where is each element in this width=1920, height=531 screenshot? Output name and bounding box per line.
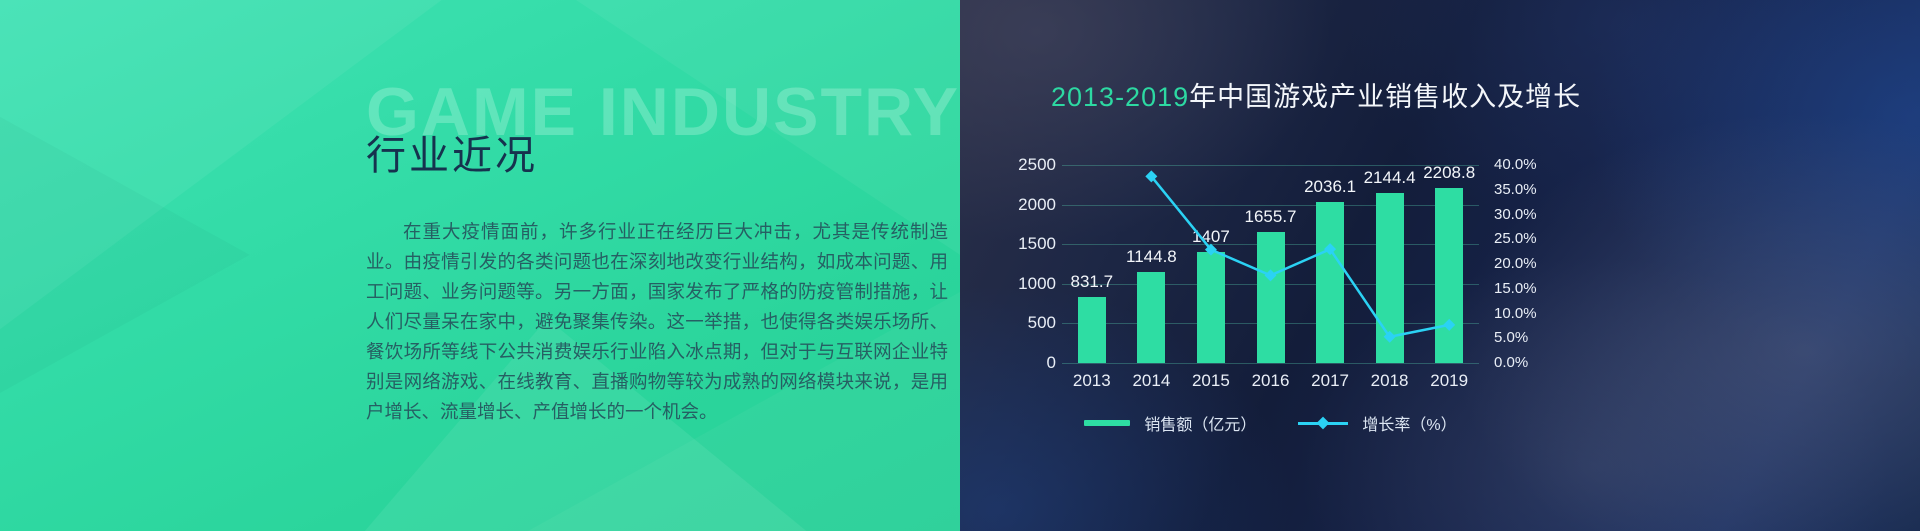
y-axis-tick-label-right: 5.0% xyxy=(1494,329,1529,347)
chart-title: 2013-2019年中国游戏产业销售收入及增长 xyxy=(1051,81,1581,113)
bar xyxy=(1316,201,1345,363)
gridline xyxy=(1062,204,1479,206)
left-panel: GAME INDUSTRY 行业近况 在重大疫情面前，许多行业正在经历巨大冲击，… xyxy=(0,0,960,531)
growth-point-marker xyxy=(1145,170,1158,183)
paragraph-line: 户增长、流量增长、产值增长的一个机会。 xyxy=(366,401,718,422)
bar-value-label: 831.7 xyxy=(1070,272,1114,292)
y-axis-tick-label-right: 40.0% xyxy=(1494,156,1537,173)
y-axis-tick-label-left: 1500 xyxy=(1018,234,1056,254)
y-axis-tick-label-right: 10.0% xyxy=(1494,304,1537,322)
watermark-text: GAME INDUSTRY xyxy=(366,74,960,150)
paragraph-line: 别是网络游戏、在线教育、直播购物等较为成熟的网络模块来说，是用 xyxy=(366,371,948,392)
bar-value-label: 1144.8 xyxy=(1126,247,1177,267)
legend-item-growth: 增长率（%） xyxy=(1298,411,1457,435)
y-axis-tick-label-left: 500 xyxy=(1027,313,1056,333)
y-axis-tick-label-left: 0 xyxy=(1046,353,1056,372)
body-paragraph: 在重大疫情面前，许多行业正在经历巨大冲击，尤其是传统制造业。由疫情引发的各类问题… xyxy=(366,217,948,427)
legend-label: 增长率（%） xyxy=(1362,417,1457,434)
bar xyxy=(1196,251,1225,363)
paragraph-line: 在重大疫情面前，许多行业正在经历巨大冲击，尤其是传统制造 xyxy=(403,221,948,242)
diamond-marker-icon xyxy=(1317,416,1330,430)
bar xyxy=(1435,188,1464,363)
right-panel: 2013-2019年中国游戏产业销售收入及增长 0 500 1000 1500 2000… xyxy=(960,0,1920,531)
x-axis-label: 2013 xyxy=(1072,371,1111,390)
x-axis-label: 2017 xyxy=(1311,371,1349,390)
bar-value-label: 1655.7 xyxy=(1244,206,1297,226)
x-axis-label: 2014 xyxy=(1132,371,1171,390)
y-axis-tick-label-right: 0.0% xyxy=(1494,354,1529,371)
x-axis-label: 2019 xyxy=(1430,371,1469,390)
gridline xyxy=(1062,165,1479,166)
paragraph-line: 业。由疫情引发的各类问题也在深刻地改变行业结构，如成本问题、用 xyxy=(366,251,948,272)
paragraph-line: 工问题、业务问题等。另一方面，国家发布了严格的防疫管制措施，让 xyxy=(366,281,948,302)
bar-legend-swatch-icon xyxy=(1084,420,1131,426)
y-axis-tick-label-right: 15.0% xyxy=(1494,279,1537,297)
chart-plot-area: 0 500 1000 1500 2000 2500 0.0% 5.0% 10.0% 15.0% 20… xyxy=(960,0,1920,531)
bar xyxy=(1137,272,1166,363)
y-axis-tick-label-right: 25.0% xyxy=(1494,230,1537,248)
x-axis-label: 2018 xyxy=(1370,371,1409,390)
y-axis-tick-label-left: 1000 xyxy=(1018,273,1056,293)
x-axis-label: 2016 xyxy=(1251,371,1290,390)
chart-title-rest: 年中国游戏产业销售收入及增长 xyxy=(1189,82,1582,112)
y-axis-tick-label-right: 20.0% xyxy=(1494,255,1537,272)
y-axis-tick-label-left: 2000 xyxy=(1018,194,1056,214)
legend-label: 销售额（亿元） xyxy=(1144,417,1257,434)
gridline xyxy=(1062,363,1479,364)
line-legend-swatch-icon xyxy=(1298,416,1349,430)
paragraph-line: 餐饮场所等线下公共消费娱乐行业陷入冰点期，但对于与互联网企业特 xyxy=(366,341,948,362)
y-axis-tick-label-right: 35.0% xyxy=(1494,180,1537,198)
chart-legend: 销售额（亿元） 增长率（%） xyxy=(1062,411,1479,435)
y-axis-tick-label-left: 2500 xyxy=(1018,155,1056,174)
paragraph-line: 人们尽量呆在家中，避免聚集传染。这一举措，也使得各类娱乐场所、 xyxy=(366,311,948,332)
bar xyxy=(1077,297,1106,363)
x-axis-label: 2015 xyxy=(1191,371,1230,390)
legend-item-sales: 销售额（亿元） xyxy=(1084,411,1256,435)
bar-value-label: 1407 xyxy=(1191,226,1230,246)
bar-value-label: 2208.8 xyxy=(1423,163,1476,183)
chart-title-years: 2013-2019 xyxy=(1051,82,1190,112)
bar xyxy=(1375,193,1404,363)
section-heading: 行业近况 xyxy=(366,134,538,178)
y-axis-tick-label-right: 30.0% xyxy=(1494,205,1537,223)
bar xyxy=(1256,231,1285,363)
